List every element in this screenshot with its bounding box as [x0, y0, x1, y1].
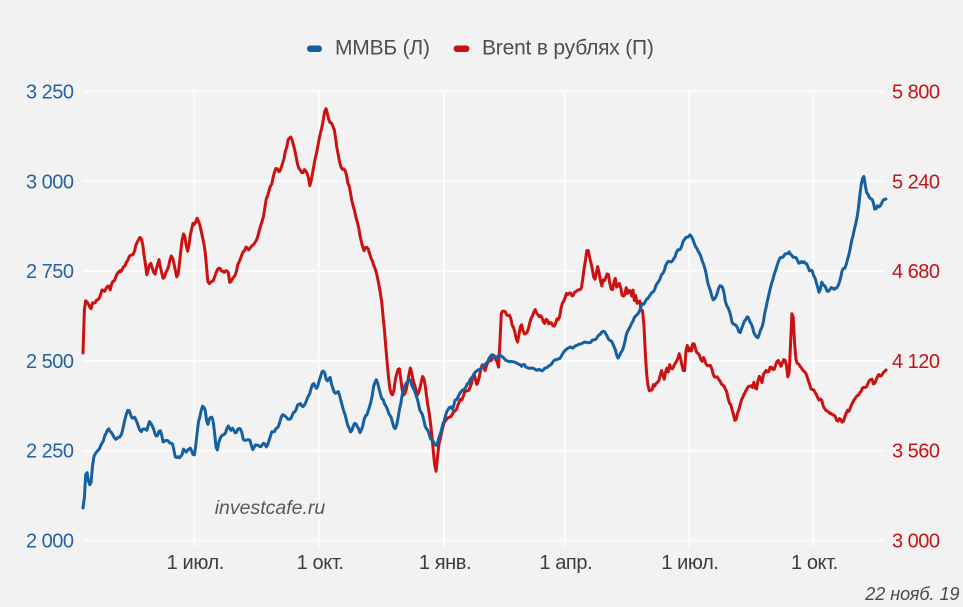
svg-text:2 750: 2 750 — [26, 261, 74, 283]
svg-text:5 800: 5 800 — [892, 82, 940, 104]
svg-text:4 120: 4 120 — [892, 351, 940, 373]
svg-text:1 июл.: 1 июл. — [661, 552, 718, 574]
svg-text:4 680: 4 680 — [892, 261, 940, 283]
svg-text:ММВБ (Л): ММВБ (Л) — [335, 37, 430, 60]
svg-text:1 окт.: 1 окт. — [297, 552, 344, 574]
svg-text:22 нояб. 19: 22 нояб. 19 — [864, 584, 959, 604]
svg-text:2 250: 2 250 — [26, 441, 74, 463]
svg-text:1 янв.: 1 янв. — [419, 552, 471, 574]
svg-text:1 июл.: 1 июл. — [167, 552, 224, 574]
svg-text:3 250: 3 250 — [26, 82, 74, 104]
svg-text:1 окт.: 1 окт. — [791, 552, 838, 574]
svg-text:1 апр.: 1 апр. — [539, 552, 592, 574]
svg-text:2 000: 2 000 — [26, 531, 74, 553]
svg-text:3 560: 3 560 — [892, 441, 940, 463]
svg-text:Brent в рублях (П): Brent в рублях (П) — [482, 37, 654, 60]
svg-text:2 500: 2 500 — [26, 351, 74, 373]
svg-text:investcafe.ru: investcafe.ru — [215, 497, 326, 519]
svg-text:5 240: 5 240 — [892, 171, 940, 193]
svg-text:3 000: 3 000 — [892, 531, 940, 553]
svg-text:3 000: 3 000 — [26, 171, 74, 193]
